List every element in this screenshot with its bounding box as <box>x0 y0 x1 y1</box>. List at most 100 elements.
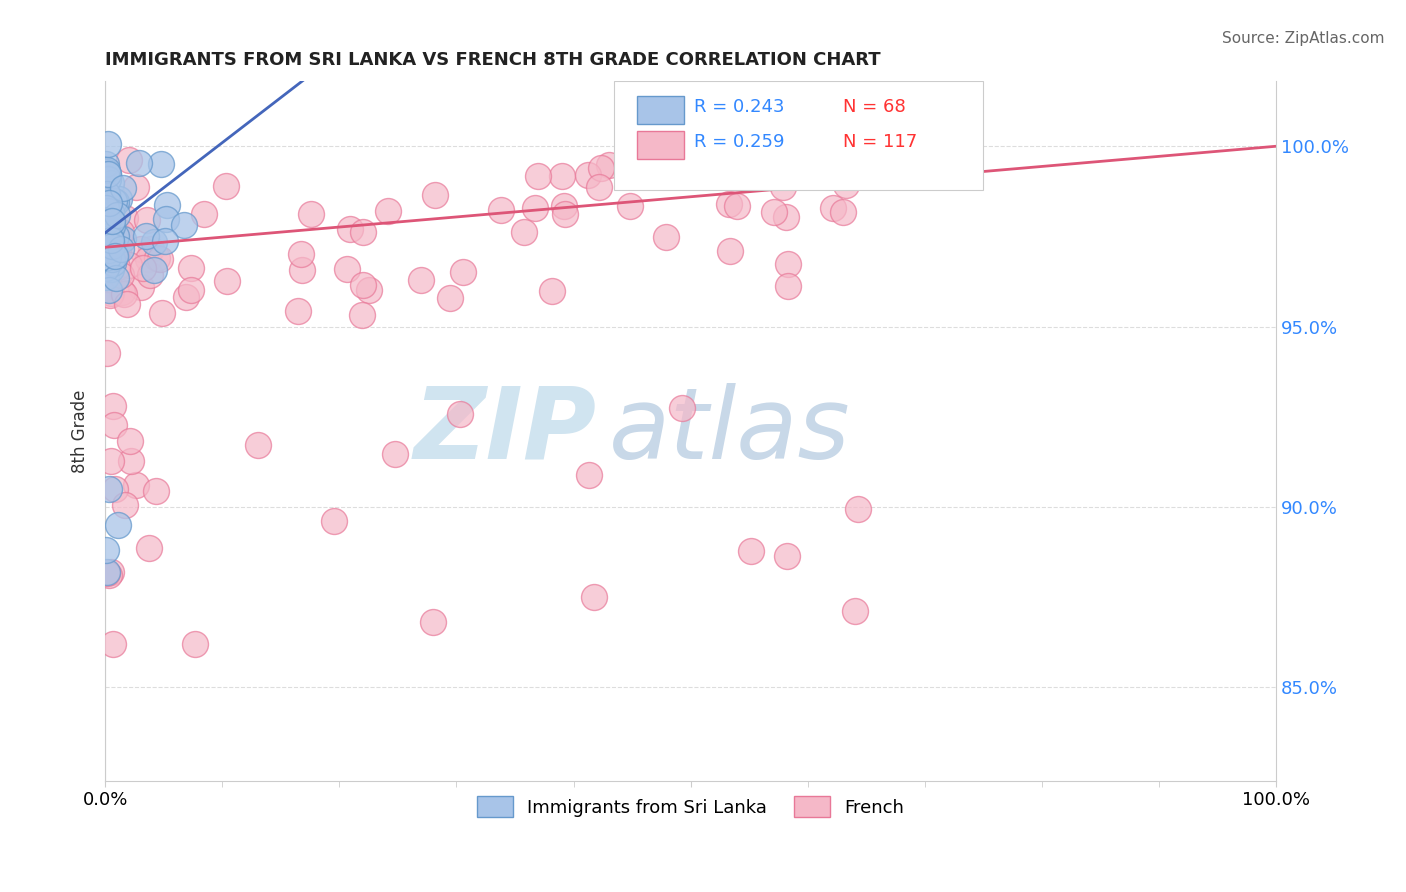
Point <box>129 279 152 293</box>
Point <box>353 278 375 293</box>
Point <box>97 222 120 236</box>
Point <box>821 201 844 215</box>
Point <box>96 221 118 235</box>
Point <box>491 202 513 217</box>
Point <box>97 194 120 209</box>
Point <box>131 242 153 256</box>
Point <box>439 291 461 305</box>
Point <box>98 231 121 245</box>
Point <box>115 297 138 311</box>
Point <box>104 482 127 496</box>
Point <box>103 245 125 260</box>
Point <box>94 543 117 558</box>
Point <box>105 194 128 209</box>
Point <box>512 225 534 239</box>
Point <box>731 132 754 146</box>
Point <box>110 268 132 282</box>
Point <box>142 263 165 277</box>
Point <box>94 270 117 285</box>
Point <box>846 502 869 516</box>
Point <box>97 203 120 218</box>
Point <box>135 229 157 244</box>
Point <box>100 233 122 247</box>
Point <box>128 155 150 169</box>
Point <box>725 199 748 213</box>
Point <box>100 234 122 248</box>
Point <box>94 227 117 241</box>
Point <box>290 263 312 277</box>
Point <box>100 176 122 190</box>
Point <box>118 434 141 448</box>
Point <box>155 212 177 227</box>
Point <box>588 179 610 194</box>
Point <box>150 306 173 320</box>
Point <box>598 159 620 173</box>
Point <box>100 565 122 579</box>
Point <box>97 167 120 181</box>
Point <box>409 273 432 287</box>
Point <box>100 205 122 219</box>
Point <box>100 285 122 300</box>
Point <box>101 400 124 414</box>
Point <box>180 260 202 275</box>
Point <box>676 159 699 173</box>
Point <box>453 265 475 279</box>
Point <box>97 250 120 264</box>
Point <box>96 215 118 229</box>
Text: atlas: atlas <box>609 383 851 480</box>
Legend: Immigrants from Sri Lanka, French: Immigrants from Sri Lanka, French <box>470 789 911 824</box>
Point <box>671 401 693 415</box>
Point <box>97 137 120 152</box>
Point <box>100 454 122 468</box>
Point <box>94 157 117 171</box>
Point <box>153 234 176 248</box>
Point <box>582 590 605 604</box>
Point <box>336 261 359 276</box>
Point <box>551 169 574 183</box>
Point <box>101 637 124 651</box>
Point <box>96 253 118 268</box>
Point <box>173 218 195 232</box>
Point <box>105 270 128 285</box>
Point <box>138 541 160 555</box>
Point <box>96 163 118 178</box>
Point <box>104 222 127 236</box>
Point <box>97 195 120 210</box>
Point <box>110 242 132 256</box>
Point <box>776 257 799 271</box>
Point <box>96 566 118 580</box>
Point <box>359 283 381 297</box>
Point <box>105 208 128 222</box>
Point <box>352 226 374 240</box>
Point <box>553 199 575 213</box>
Point <box>142 235 165 249</box>
Point <box>120 454 142 468</box>
FancyBboxPatch shape <box>614 81 983 190</box>
Text: N = 68: N = 68 <box>842 98 905 116</box>
Point <box>831 204 853 219</box>
Point <box>145 484 167 499</box>
Point <box>541 284 564 298</box>
Point <box>107 243 129 257</box>
Point <box>98 283 121 297</box>
Point <box>103 220 125 235</box>
Point <box>717 197 740 211</box>
Point <box>96 187 118 202</box>
Point <box>422 615 444 630</box>
Point <box>339 221 361 235</box>
Point <box>132 260 155 275</box>
Point <box>96 235 118 250</box>
Point <box>174 290 197 304</box>
Point <box>98 219 121 234</box>
Point <box>97 251 120 265</box>
Point <box>94 261 117 276</box>
Point <box>101 218 124 232</box>
Point <box>740 544 762 558</box>
Point <box>96 246 118 260</box>
Point <box>578 467 600 482</box>
Point <box>591 161 613 175</box>
Point <box>384 447 406 461</box>
Point <box>322 514 344 528</box>
Point <box>100 226 122 240</box>
Point <box>114 211 136 225</box>
